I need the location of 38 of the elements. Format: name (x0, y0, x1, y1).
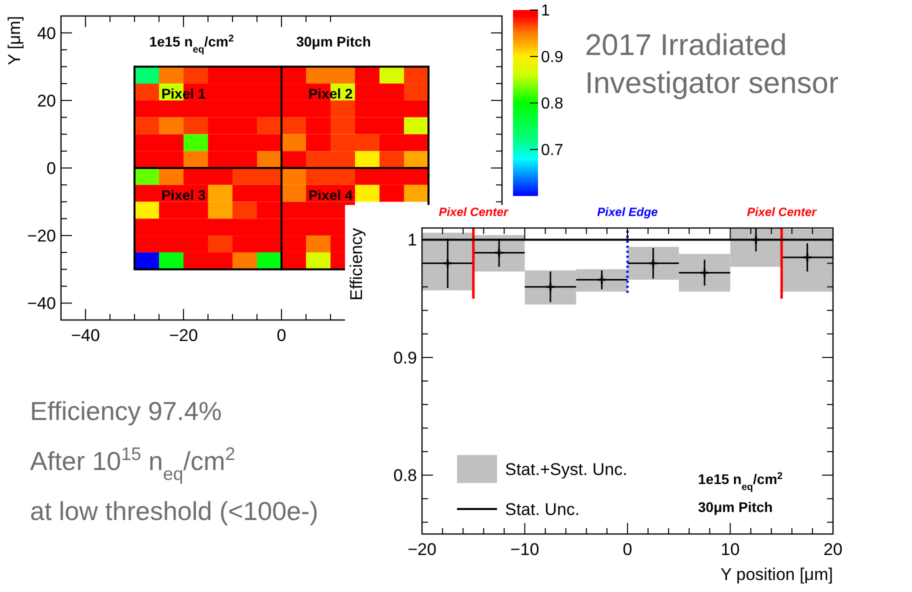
x-tick-label: 0 (276, 326, 286, 345)
y-tick-label: 20 (37, 91, 56, 110)
text: After 10$^{15}$ n$_{eq}$/cm$^{2}$ (30, 444, 236, 484)
annotation: 30μm Pitch (698, 499, 773, 515)
x-tick-label: −10 (510, 540, 540, 559)
annotation: 1e15 n$_{eq}$/cm$^{2}$ (698, 470, 784, 492)
y-tick-label: −20 (27, 226, 56, 246)
text: Pixel Edge (597, 205, 658, 219)
x-tick-label: −40 (71, 326, 100, 345)
annotation: 1e15 n$_{eq}$/cm$^{2}$ (149, 32, 234, 55)
text: 2017 Irradiated Investigator sensor (585, 29, 838, 100)
annotation: Pixel 3 (161, 186, 206, 203)
y-tick-label: −40 (27, 294, 56, 314)
y-tick-label: 0.8 (393, 466, 417, 486)
y-tick-label: 1 (408, 230, 417, 250)
x-tick-label: 0 (622, 540, 632, 559)
legend-label: Stat. Unc. (505, 500, 580, 519)
x-tick-label: −20 (408, 540, 436, 559)
color-bar-label: 0.9 (541, 49, 564, 66)
legend-label: Stat.+Syst. Unc. (505, 460, 628, 479)
y-tick-label: 0 (46, 158, 56, 178)
x-tick-label: −20 (169, 326, 198, 345)
y-axis-title: Y [μm] (5, 16, 24, 66)
text: at low threshold (<100e-) (30, 496, 318, 526)
color-bar-label: 1 (541, 2, 550, 20)
text: Pixel Center (746, 205, 818, 219)
y-axis-title: Efficiency (347, 228, 366, 300)
y-tick-label: 0.9 (393, 348, 417, 368)
annotation: Pixel Center (438, 205, 510, 219)
x-axis-title: Y position [μm] (720, 565, 833, 584)
annotation: 30μm Pitch (296, 33, 371, 50)
x-tick-label: 10 (720, 540, 740, 559)
text: Efficiency 97.4% (30, 396, 222, 426)
color-bar-label: 0.7 (541, 142, 564, 160)
x-tick-label: 20 (824, 540, 842, 559)
annotation: Pixel 4 (308, 186, 353, 203)
color-bar-label: 0.8 (541, 96, 564, 113)
y-tick-label: 40 (37, 24, 56, 43)
